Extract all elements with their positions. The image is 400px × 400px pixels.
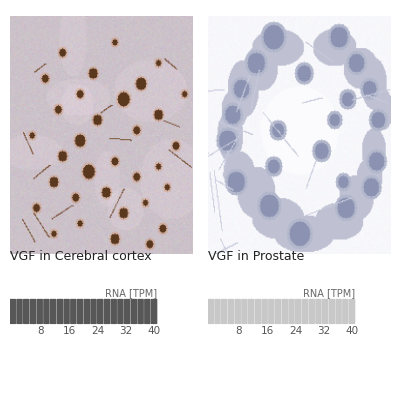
- FancyBboxPatch shape: [268, 299, 274, 324]
- Text: 40: 40: [148, 326, 161, 336]
- Text: 16: 16: [261, 326, 274, 336]
- Text: RNA [TPM]: RNA [TPM]: [303, 288, 355, 298]
- FancyBboxPatch shape: [329, 299, 335, 324]
- FancyBboxPatch shape: [43, 299, 50, 324]
- Text: 24: 24: [91, 326, 104, 336]
- Text: 16: 16: [63, 326, 76, 336]
- FancyBboxPatch shape: [104, 299, 110, 324]
- FancyBboxPatch shape: [234, 299, 241, 324]
- FancyBboxPatch shape: [110, 299, 117, 324]
- Text: 24: 24: [289, 326, 302, 336]
- FancyBboxPatch shape: [255, 299, 261, 324]
- FancyBboxPatch shape: [315, 299, 322, 324]
- FancyBboxPatch shape: [50, 299, 56, 324]
- FancyBboxPatch shape: [261, 299, 268, 324]
- Text: VGF in Cerebral cortex: VGF in Cerebral cortex: [10, 250, 152, 263]
- Text: 32: 32: [317, 326, 330, 336]
- FancyBboxPatch shape: [151, 299, 157, 324]
- FancyBboxPatch shape: [342, 299, 348, 324]
- FancyBboxPatch shape: [97, 299, 104, 324]
- FancyBboxPatch shape: [77, 299, 83, 324]
- FancyBboxPatch shape: [228, 299, 234, 324]
- Text: 32: 32: [119, 326, 132, 336]
- FancyBboxPatch shape: [241, 299, 248, 324]
- FancyBboxPatch shape: [335, 299, 342, 324]
- FancyBboxPatch shape: [214, 299, 221, 324]
- FancyBboxPatch shape: [137, 299, 144, 324]
- FancyBboxPatch shape: [10, 299, 16, 324]
- Text: RNA [TPM]: RNA [TPM]: [105, 288, 157, 298]
- Text: 8: 8: [236, 326, 242, 336]
- FancyBboxPatch shape: [57, 299, 63, 324]
- FancyBboxPatch shape: [63, 299, 70, 324]
- FancyBboxPatch shape: [36, 299, 43, 324]
- FancyBboxPatch shape: [288, 299, 295, 324]
- FancyBboxPatch shape: [221, 299, 228, 324]
- FancyBboxPatch shape: [124, 299, 130, 324]
- FancyBboxPatch shape: [295, 299, 302, 324]
- FancyBboxPatch shape: [282, 299, 288, 324]
- FancyBboxPatch shape: [117, 299, 124, 324]
- FancyBboxPatch shape: [349, 299, 355, 324]
- FancyBboxPatch shape: [70, 299, 76, 324]
- FancyBboxPatch shape: [16, 299, 23, 324]
- FancyBboxPatch shape: [131, 299, 137, 324]
- FancyBboxPatch shape: [275, 299, 281, 324]
- FancyBboxPatch shape: [208, 299, 214, 324]
- Text: 8: 8: [38, 326, 44, 336]
- Text: VGF in Prostate: VGF in Prostate: [208, 250, 304, 263]
- FancyBboxPatch shape: [248, 299, 254, 324]
- FancyBboxPatch shape: [90, 299, 97, 324]
- FancyBboxPatch shape: [144, 299, 150, 324]
- FancyBboxPatch shape: [84, 299, 90, 324]
- FancyBboxPatch shape: [302, 299, 308, 324]
- FancyBboxPatch shape: [308, 299, 315, 324]
- FancyBboxPatch shape: [322, 299, 328, 324]
- Text: 40: 40: [346, 326, 359, 336]
- FancyBboxPatch shape: [30, 299, 36, 324]
- FancyBboxPatch shape: [23, 299, 30, 324]
